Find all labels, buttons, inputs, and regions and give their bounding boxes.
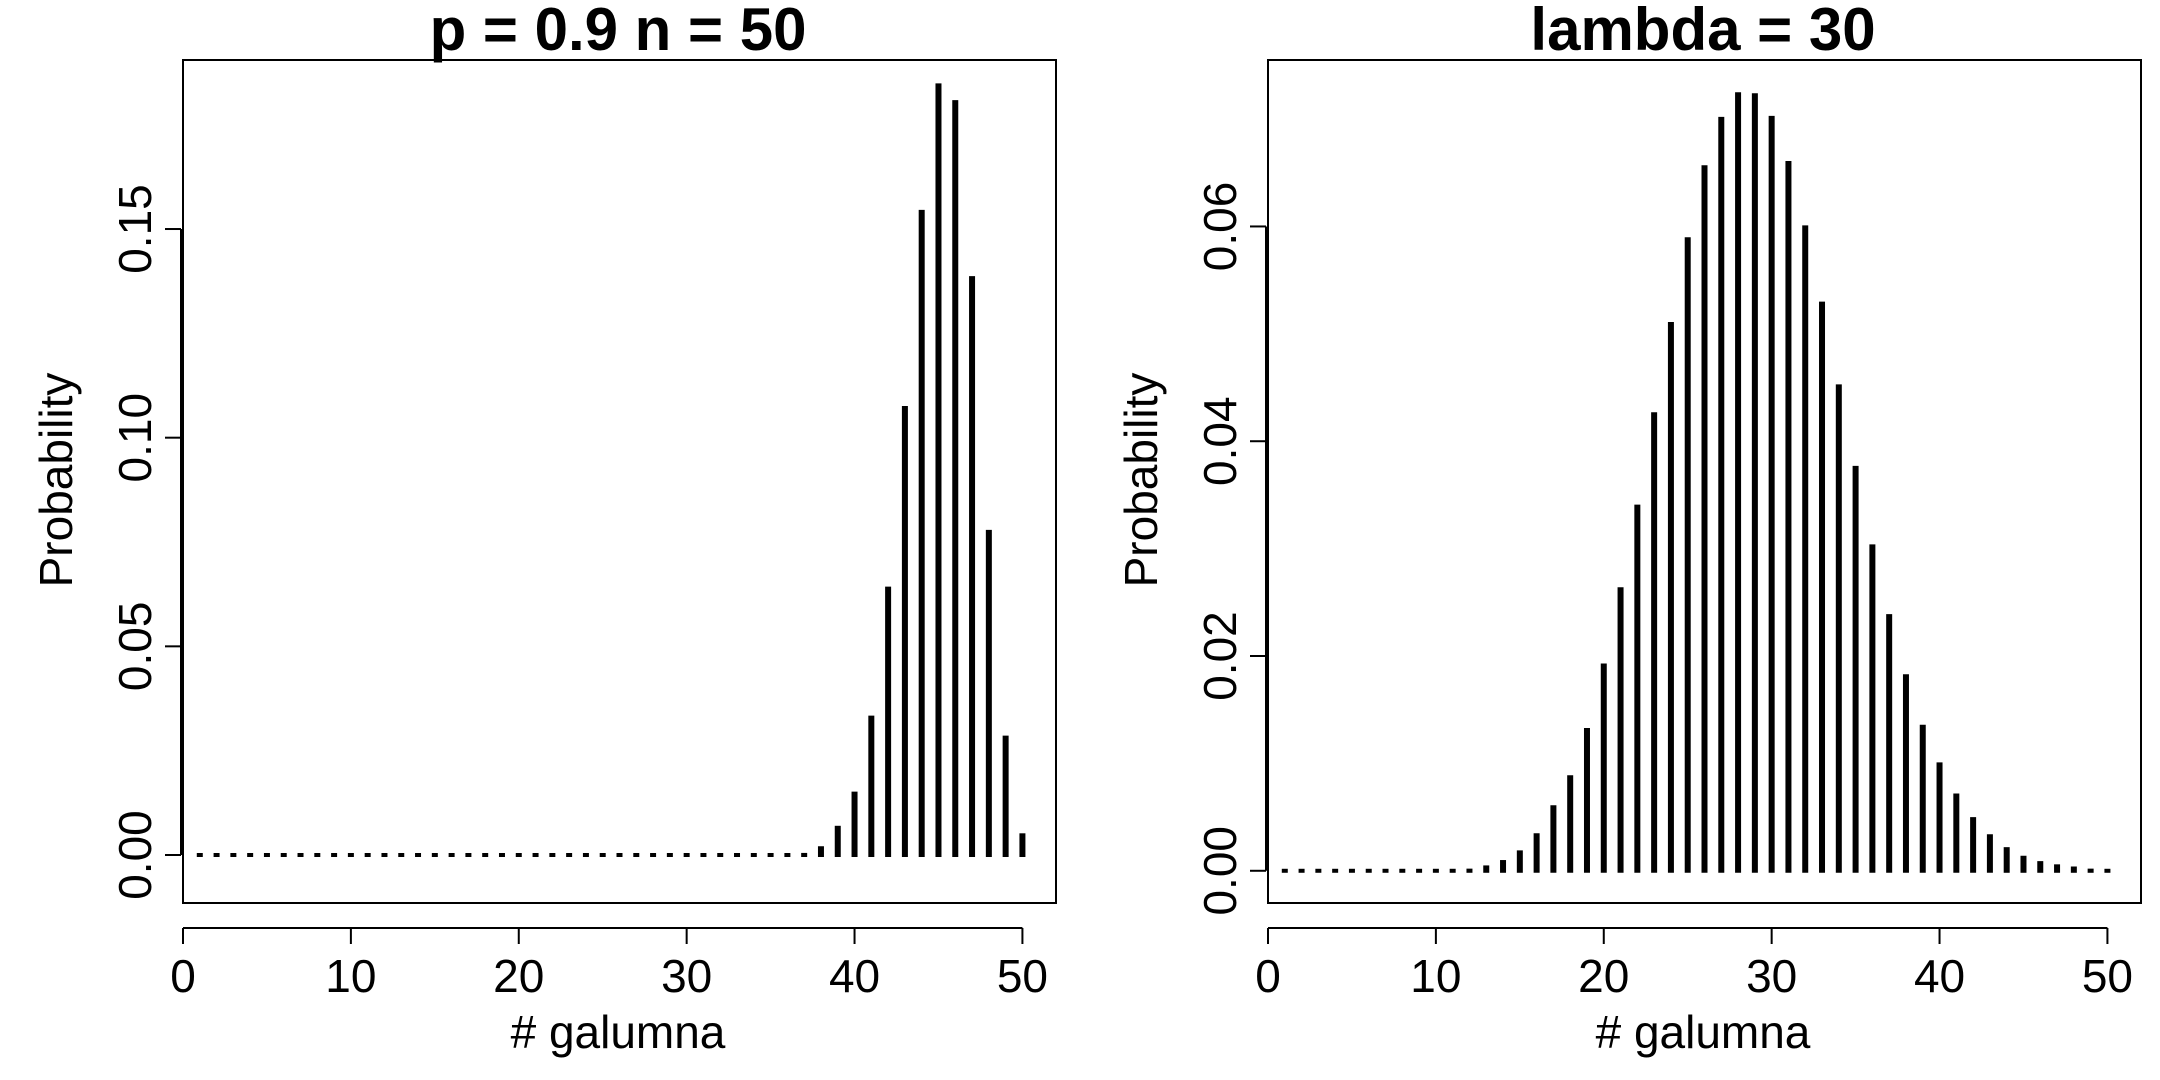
plot-frame bbox=[182, 59, 1057, 904]
x-tick-label: 40 bbox=[829, 950, 880, 1002]
x-tick-label: 10 bbox=[325, 950, 376, 1002]
y-tick-label: 0.02 bbox=[1194, 611, 1246, 701]
y-tick-label: 0.06 bbox=[1194, 182, 1246, 272]
y-tick-label: 0.15 bbox=[109, 184, 161, 274]
y-axis-label: Probability bbox=[1115, 373, 1167, 588]
y-tick-label: 0.05 bbox=[109, 602, 161, 692]
x-tick-label: 50 bbox=[2082, 950, 2133, 1002]
plot-frame bbox=[1267, 59, 2142, 904]
x-tick-label: 50 bbox=[997, 950, 1048, 1002]
x-tick-label: 20 bbox=[493, 950, 544, 1002]
chart-title: lambda = 30 bbox=[1530, 0, 1875, 63]
x-tick-label: 30 bbox=[1746, 950, 1797, 1002]
y-tick-label: 0.00 bbox=[1194, 826, 1246, 916]
y-axis: Probability 0.00 0.05 0.10 0.15 bbox=[30, 184, 182, 900]
y-axis: Probability 0.00 0.02 0.04 0.06 bbox=[1115, 182, 1267, 916]
x-axis-label: # galumna bbox=[1596, 1006, 1811, 1058]
y-axis-label: Probability bbox=[30, 373, 82, 588]
x-axis-label: # galumna bbox=[511, 1006, 726, 1058]
x-tick-label: 20 bbox=[1578, 950, 1629, 1002]
x-tick-label: 40 bbox=[1914, 950, 1965, 1002]
chart-panel-binomial: p = 0.9 n = 50 Probability 0.00 0.05 0.10 0… bbox=[30, 0, 1057, 1058]
x-axis: # galumna 0 10 20 30 40 50 bbox=[170, 927, 1048, 1058]
x-tick-label: 10 bbox=[1410, 950, 1461, 1002]
y-tick-label: 0.10 bbox=[109, 393, 161, 483]
x-tick-label: 0 bbox=[170, 950, 196, 1002]
chart-panel-poisson: lambda = 30 Probability 0.00 0.02 0.04 0.06… bbox=[1115, 0, 2142, 1058]
chart-title: p = 0.9 n = 50 bbox=[430, 0, 807, 63]
bars bbox=[1281, 92, 2111, 873]
bars bbox=[196, 83, 1026, 858]
x-tick-label: 0 bbox=[1255, 950, 1281, 1002]
x-tick-label: 30 bbox=[661, 950, 712, 1002]
x-axis: # galumna 0 10 20 30 40 50 bbox=[1255, 927, 2133, 1058]
y-tick-label: 0.00 bbox=[109, 810, 161, 900]
y-tick-label: 0.04 bbox=[1194, 396, 1246, 486]
